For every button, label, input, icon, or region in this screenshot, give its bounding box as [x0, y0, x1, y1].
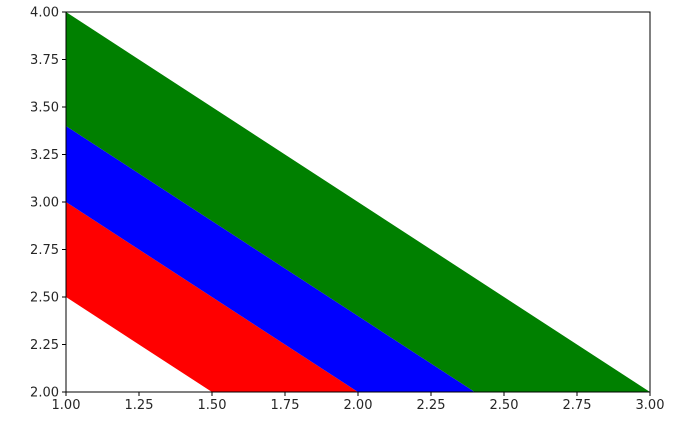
y-axis: 2.00 2.25 2.50 2.75 3.00 3.25 3.50 3.75 4.00	[30, 6, 66, 401]
y-tick-label: 3.25	[30, 148, 59, 163]
x-tick-label: 2.50	[490, 398, 519, 413]
y-tick-label: 3.50	[30, 101, 59, 116]
x-tick-label: 2.25	[417, 398, 446, 413]
x-axis: 1.00 1.25 1.50 1.75 2.00 2.25 2.50 2.75 3.00	[52, 392, 665, 413]
y-tick-label: 2.50	[30, 291, 59, 306]
x-tick-label: 1.50	[198, 398, 227, 413]
y-tick-label: 3.75	[30, 53, 59, 68]
y-tick-label: 2.00	[30, 386, 59, 401]
x-tick-label: 1.25	[125, 398, 154, 413]
x-tick-label: 3.00	[636, 398, 665, 413]
y-tick-label: 3.00	[30, 196, 59, 211]
x-tick-label: 2.00	[344, 398, 373, 413]
y-tick-label: 4.00	[30, 6, 59, 21]
x-tick-label: 1.00	[52, 398, 81, 413]
x-tick-label: 2.75	[563, 398, 592, 413]
bands-layer	[66, 12, 650, 392]
band-3	[66, 12, 650, 392]
x-tick-label: 1.75	[271, 398, 300, 413]
y-tick-label: 2.25	[30, 338, 59, 353]
y-tick-label: 2.75	[30, 243, 59, 258]
